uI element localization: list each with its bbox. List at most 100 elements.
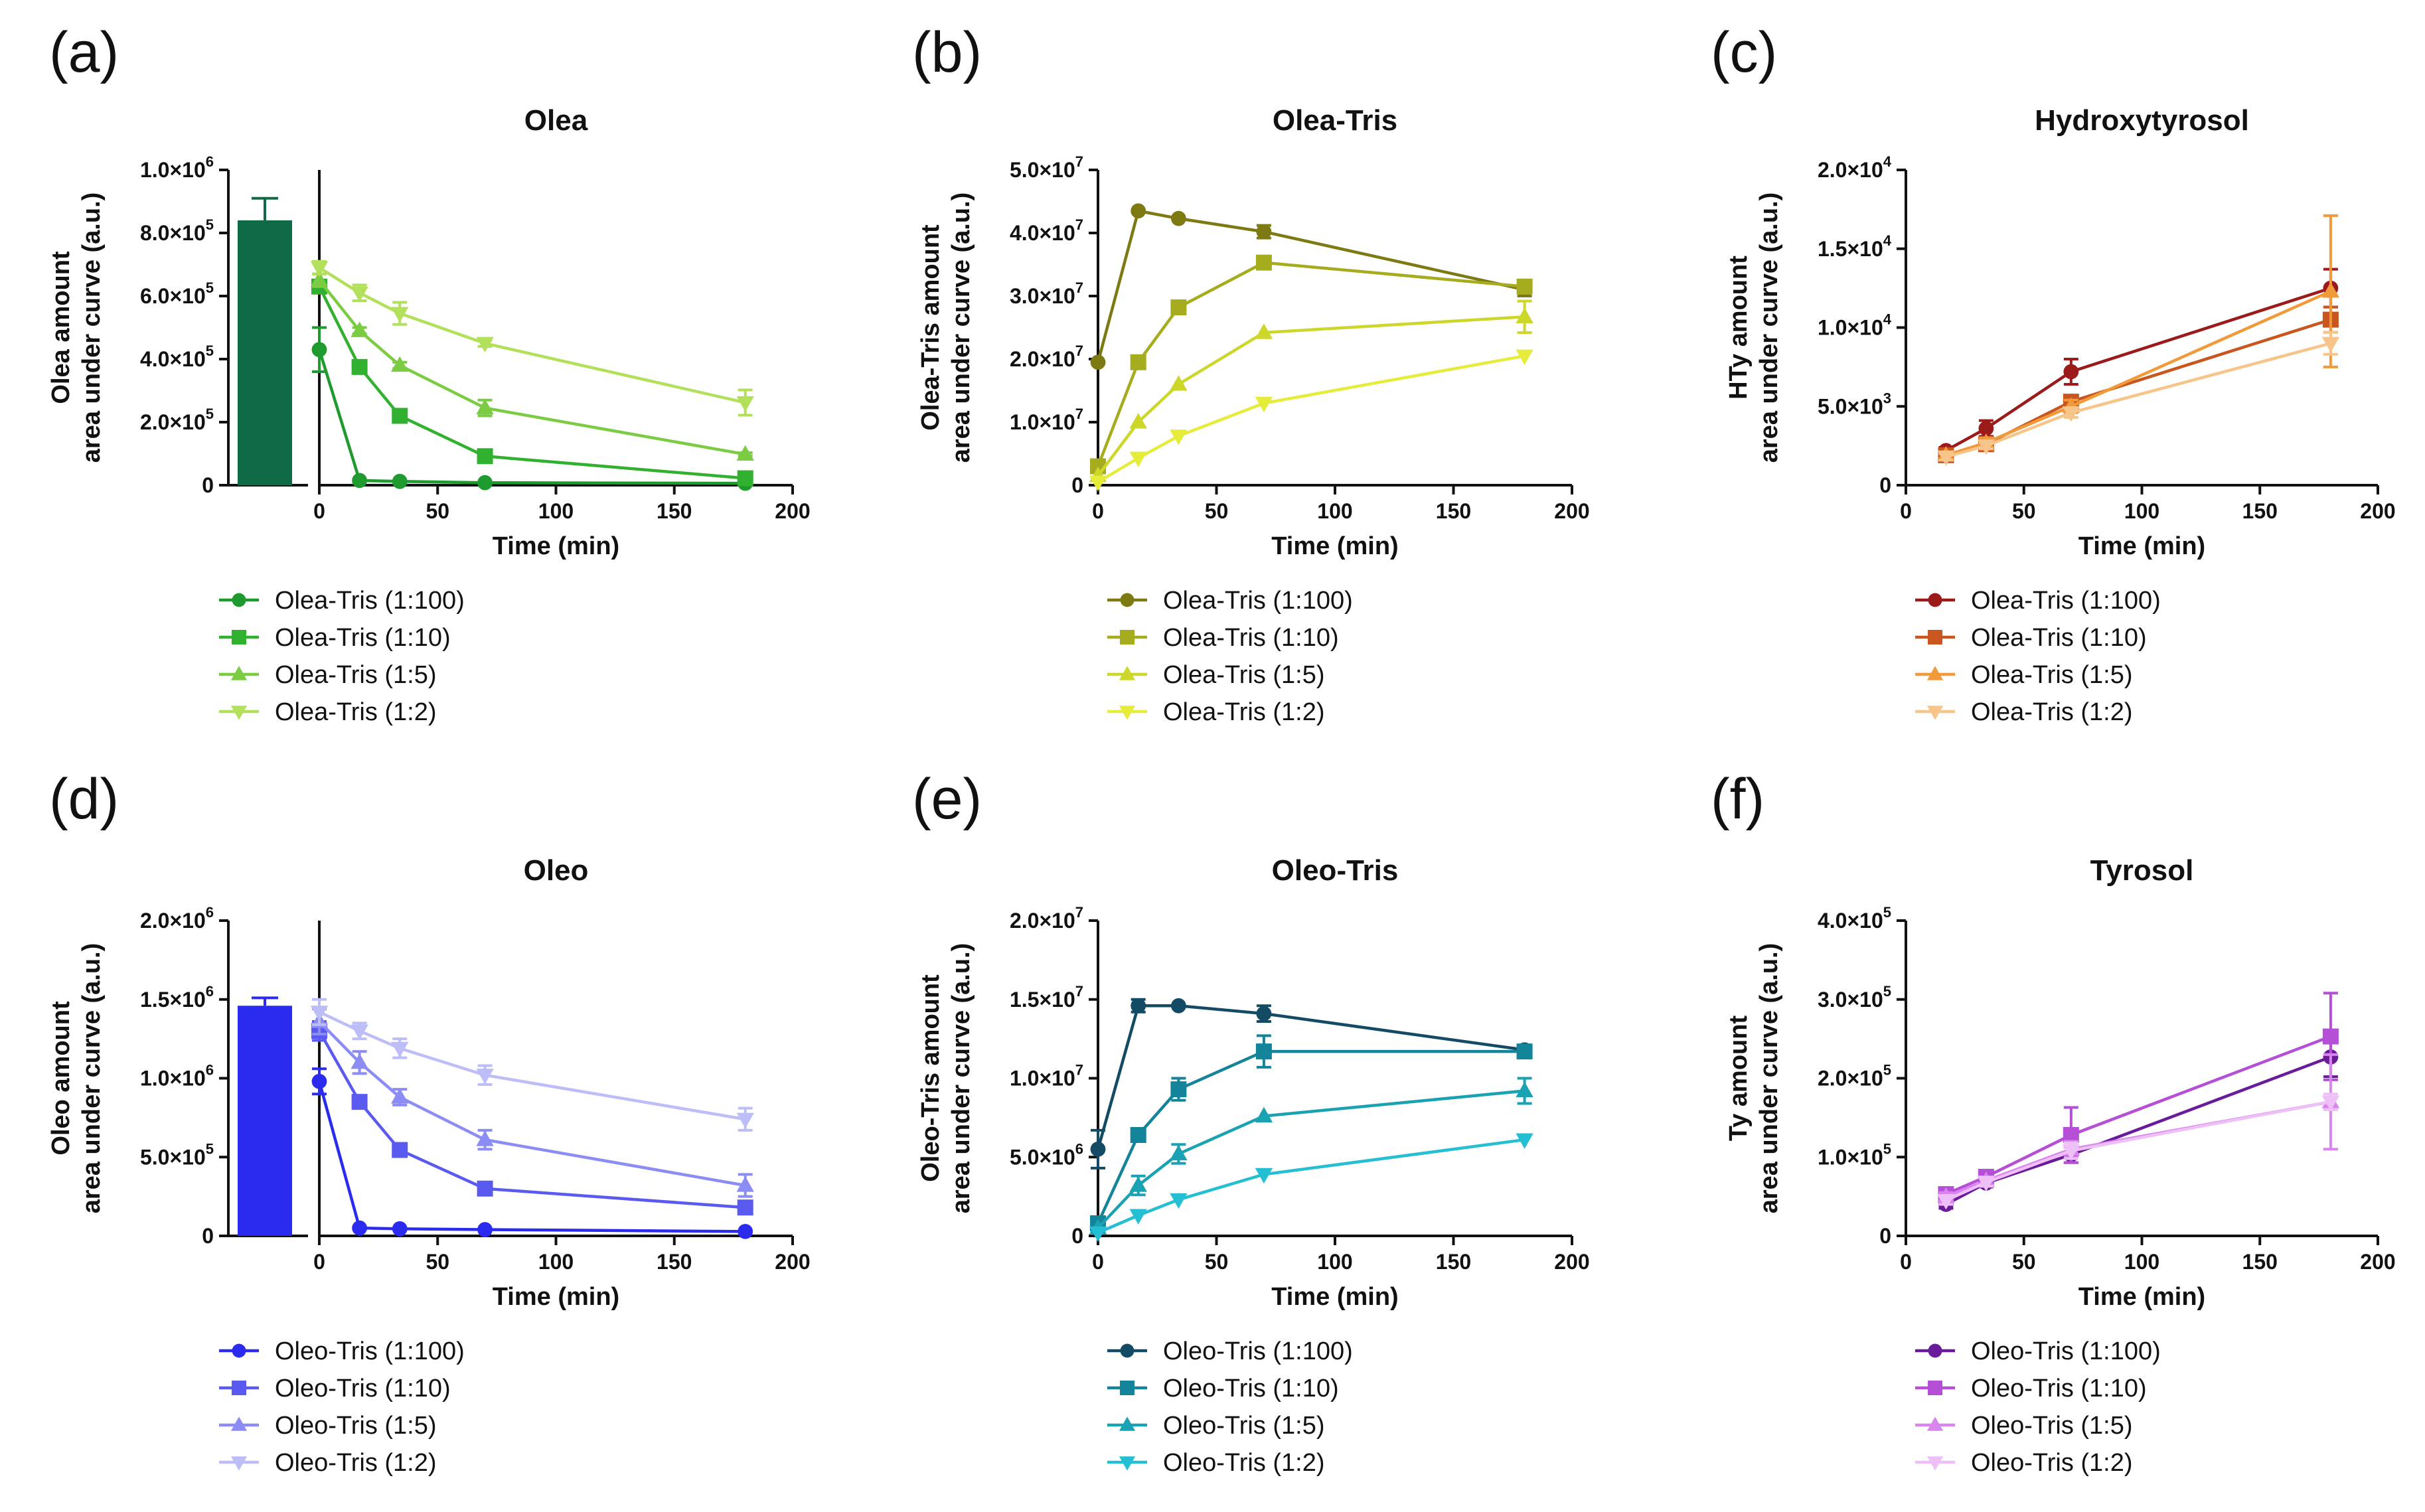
legend-label: Oleo-Tris (1:100) xyxy=(275,1337,465,1365)
x-axis-label: Time (min) xyxy=(493,1283,619,1311)
series-line xyxy=(1945,1100,2331,1198)
x-tick-label: 200 xyxy=(1554,1250,1589,1274)
y-tick-label: 1.5×106 xyxy=(140,983,214,1012)
legend-label: Oleo-Tris (1:5) xyxy=(1163,1412,1325,1440)
legend-label: Oleo-Tris (1:10) xyxy=(275,1375,451,1402)
series-1 xyxy=(1090,998,1533,1170)
data-point xyxy=(477,1180,493,1197)
series-line xyxy=(1096,1004,1525,1150)
x-tick-label: 100 xyxy=(1317,499,1352,523)
y-tick-label: 1.0×107 xyxy=(1010,1062,1083,1091)
data-point xyxy=(1130,354,1146,370)
legend-label: Olea-Tris (1:10) xyxy=(1163,624,1339,652)
data-point xyxy=(1516,1081,1533,1098)
series-line xyxy=(317,1081,745,1233)
series-line xyxy=(1096,261,1525,467)
legend-label: Olea-Tris (1:2) xyxy=(1971,698,2133,726)
chart-title: Olea xyxy=(524,104,588,137)
data-point xyxy=(1130,1127,1146,1143)
legend-label: Olea-Tris (1:2) xyxy=(275,698,437,726)
y-tick-label: 5.0×106 xyxy=(1010,1140,1083,1169)
y-tick-label: 6.0×105 xyxy=(140,279,214,308)
series-1 xyxy=(1938,267,2339,459)
legend-label: Olea-Tris (1:100) xyxy=(1971,587,2161,615)
panel-label-e: (e) xyxy=(912,767,982,831)
series-line xyxy=(318,266,746,404)
data-point xyxy=(1090,354,1106,370)
data-point xyxy=(477,475,493,491)
y-tick-label: 2.0×105 xyxy=(140,406,214,434)
series-line xyxy=(1945,289,2331,457)
data-point xyxy=(310,261,329,277)
x-tick-label: 50 xyxy=(426,1250,449,1274)
series-line xyxy=(1096,1049,1525,1224)
data-point xyxy=(392,1142,408,1158)
y-axis-label: Oleo amount xyxy=(47,1001,75,1156)
series-line xyxy=(1945,1100,2331,1202)
data-point xyxy=(310,1006,329,1021)
data-point xyxy=(310,271,329,287)
y-axis-label: area under curve (a.u.) xyxy=(78,192,106,463)
data-point xyxy=(311,342,327,358)
x-tick-label: 0 xyxy=(313,1250,325,1274)
data-point xyxy=(2062,406,2080,422)
data-point xyxy=(2062,1144,2080,1160)
legend-marker xyxy=(1926,706,1944,720)
legend-marker xyxy=(1119,1456,1136,1471)
y-tick-label: 0 xyxy=(202,473,214,497)
legend-marker xyxy=(230,706,248,720)
chart-title: Tyrosol xyxy=(2090,854,2194,887)
y-axis-label: HTy amount xyxy=(1725,256,1753,400)
chart-e: Oleo-Tris 0 50 100 150 200 Time (min) 0 5.0×106 1… xyxy=(917,854,1590,1477)
data-point xyxy=(1170,1144,1188,1161)
data-point xyxy=(738,1223,753,1239)
legend-label: Oleo-Tris (1:100) xyxy=(1163,1337,1353,1365)
y-tick-label: 2.0×105 xyxy=(1818,1062,1891,1091)
y-tick-label: 5.0×105 xyxy=(140,1140,214,1169)
y-axis-label: area under curve (a.u.) xyxy=(78,943,106,1214)
chart-a: Olea 0 50 100 150 200 Time (min) 0 2.0×105 4.0×10… xyxy=(47,104,811,726)
chart-f: Tyrosol 0 50 100 150 200 Time (min) 0 1.0×105 2.0… xyxy=(1725,854,2396,1477)
data-point xyxy=(1090,1141,1106,1157)
data-point xyxy=(391,356,409,372)
x-tick-label: 0 xyxy=(1092,1250,1104,1274)
data-point xyxy=(476,398,494,415)
series-3 xyxy=(1937,214,2340,462)
data-point xyxy=(1977,439,1995,455)
data-point xyxy=(351,358,368,375)
y-tick-label: 1.0×104 xyxy=(1818,311,1892,340)
legend-marker xyxy=(1119,666,1136,680)
data-point xyxy=(1089,475,1107,492)
x-tick-label: 150 xyxy=(657,499,692,523)
series-2 xyxy=(311,278,753,487)
data-point xyxy=(737,1199,753,1216)
data-point xyxy=(1170,210,1186,226)
y-tick-label: 0 xyxy=(202,1224,214,1248)
series-4 xyxy=(1089,1133,1533,1243)
data-point xyxy=(476,1130,494,1146)
legend-marker xyxy=(1928,1381,1942,1395)
legend-label: Olea-Tris (1:5) xyxy=(1163,661,1325,689)
series-2 xyxy=(311,1020,753,1216)
x-tick-label: 0 xyxy=(1092,499,1104,523)
x-tick-label: 150 xyxy=(1436,499,1471,523)
series-4 xyxy=(310,998,754,1132)
data-point xyxy=(392,473,408,489)
data-point xyxy=(1978,421,1994,436)
panel-label-b: (b) xyxy=(912,21,982,84)
data-point xyxy=(352,1220,368,1236)
data-point xyxy=(1170,299,1187,316)
data-point xyxy=(1977,1175,1995,1192)
series-line xyxy=(1097,1138,1525,1235)
chart-title: Olea-Tris xyxy=(1273,104,1397,137)
series-line xyxy=(1097,354,1525,484)
data-point xyxy=(1256,1006,1272,1021)
y-tick-label: 3.0×107 xyxy=(1010,279,1083,308)
legend-marker xyxy=(1926,1456,1944,1471)
y-tick-label: 1.5×107 xyxy=(1010,983,1083,1012)
y-axis-label: area under curve (a.u.) xyxy=(1755,192,1783,463)
series-line xyxy=(1945,1035,2331,1196)
chart-title: Hydroxytyrosol xyxy=(2035,104,2249,137)
y-axis-label: Olea-Tris amount xyxy=(917,224,945,431)
